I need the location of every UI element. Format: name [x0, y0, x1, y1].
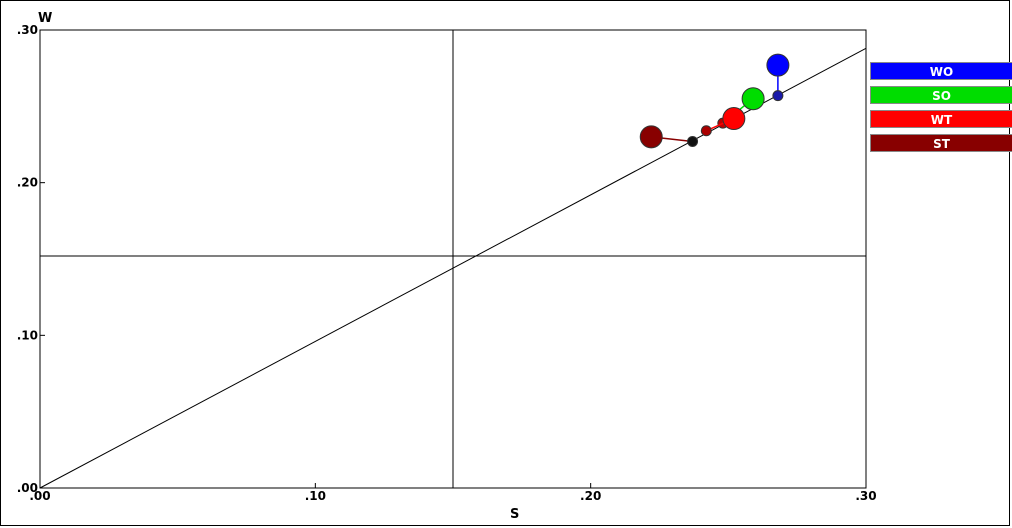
x-tick-label: .10: [305, 489, 326, 503]
y-axis-label: W: [38, 11, 52, 26]
paired-point-wo: [772, 90, 784, 102]
point-wo: [766, 53, 790, 77]
point-st: [639, 125, 663, 149]
y-tick-label: .30: [17, 23, 38, 37]
legend-item-wt: WT: [870, 110, 1012, 128]
x-tick-label: .30: [855, 489, 876, 503]
legend-item-wo: WO: [870, 62, 1012, 80]
y-tick-label: .00: [17, 481, 38, 495]
y-tick-label: .10: [17, 328, 38, 342]
x-tick-label: .20: [580, 489, 601, 503]
legend-item-so: SO: [870, 86, 1012, 104]
point-so: [741, 87, 765, 111]
paired-point-st: [687, 135, 699, 147]
x-axis-label: S: [510, 507, 519, 522]
x-tick-label: .00: [29, 489, 50, 503]
paired-point-wt: [700, 125, 712, 137]
point-wt: [722, 107, 746, 131]
legend-item-st: ST: [870, 134, 1012, 152]
y-tick-label: .20: [17, 176, 38, 190]
